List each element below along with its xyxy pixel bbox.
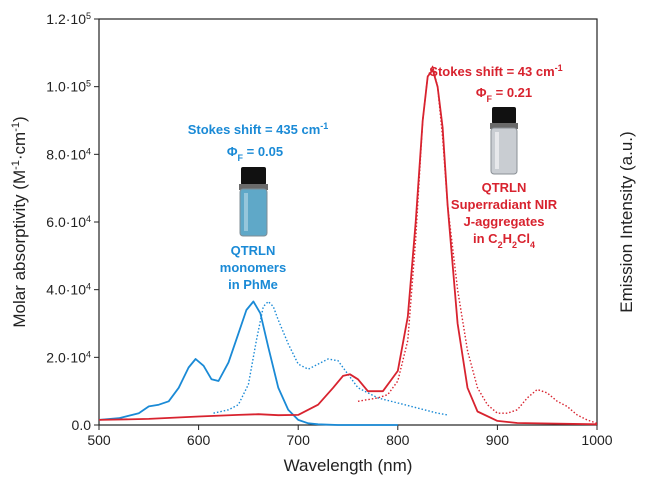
monomer-annotation: Stokes shift = 435 cm-1 ΦF = 0.05 QTRLN … [188, 121, 329, 292]
blue-vial-image [239, 167, 268, 237]
red-label-line1: QTRLN [482, 180, 527, 195]
x-tick-label: 1000 [581, 432, 612, 448]
y-tick-label: 4.0·104 [46, 282, 91, 298]
x-axis-ticks: 500 600 700 800 900 1000 [87, 425, 613, 448]
x-tick-label: 500 [87, 432, 111, 448]
y-tick-label: 1.0·105 [46, 79, 91, 95]
x-tick-label: 900 [486, 432, 510, 448]
y-axis-ticks: 0.0 2.0·104 4.0·104 6.0·104 8.0·104 1.0·105 1.… [46, 11, 99, 433]
red-stokes-shift-label: Stokes shift = 43 cm-1 [429, 63, 562, 79]
blue-label-line3: in PhMe [228, 277, 278, 292]
x-tick-label: 800 [386, 432, 410, 448]
red-label-line3: J-aggregates [464, 214, 545, 229]
blue-emission-line [213, 300, 448, 416]
series-layer [98, 65, 598, 426]
j-aggregate-annotation: Stokes shift = 43 cm-1 ΦF = 0.21 QTRLN S… [429, 63, 562, 250]
clear-vial-image [490, 107, 518, 175]
blue-label-line1: QTRLN [231, 243, 276, 258]
y-tick-label: 2.0·104 [46, 349, 91, 365]
blue-label-line2: monomers [220, 260, 286, 275]
red-quantum-yield-label: ΦF = 0.21 [476, 85, 532, 104]
red-absorption-line [98, 68, 598, 426]
x-tick-label: 700 [287, 432, 311, 448]
red-label-line2: Superradiant NIR [451, 197, 558, 212]
red-label-line4: in C2H2Cl4 [473, 231, 535, 250]
blue-quantum-yield-label: ΦF = 0.05 [227, 144, 283, 163]
y-axis-left-title: Molar absorptivity (M-1·cm-1) [10, 116, 29, 327]
x-tick-label: 600 [187, 432, 211, 448]
blue-absorption-line [98, 300, 398, 426]
y-tick-label: 6.0·104 [46, 214, 91, 230]
blue-stokes-shift-label: Stokes shift = 435 cm-1 [188, 121, 329, 137]
y-axis-right-title: Emission Intensity (a.u.) [617, 131, 636, 312]
x-axis-title: Wavelength (nm) [284, 456, 413, 475]
y-tick-label: 0.0 [72, 417, 92, 433]
y-tick-label: 8.0·104 [46, 146, 91, 162]
y-tick-label: 1.2·105 [46, 11, 91, 27]
